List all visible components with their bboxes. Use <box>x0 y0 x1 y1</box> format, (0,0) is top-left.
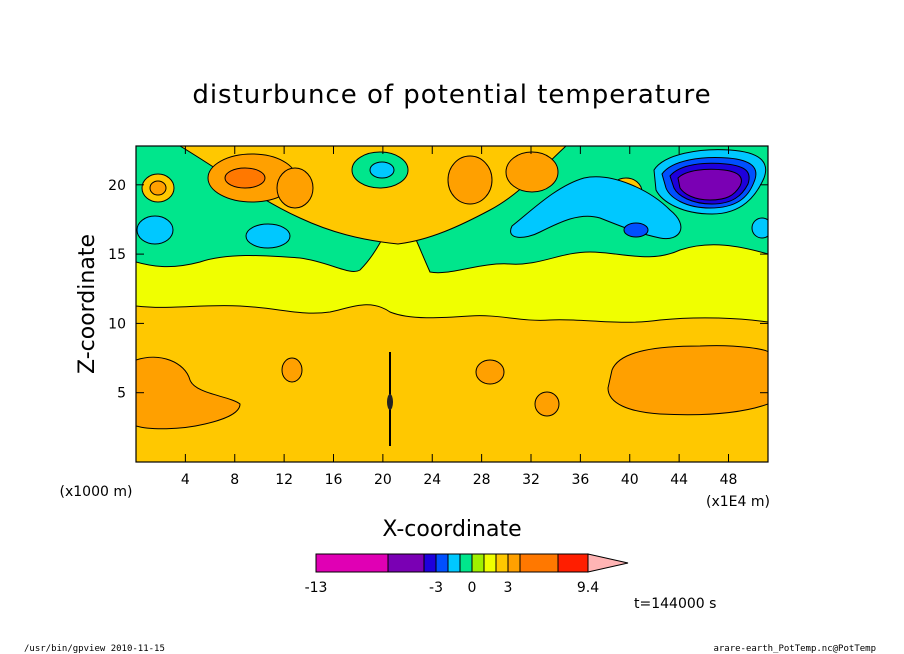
warm-pool <box>475 359 505 385</box>
warm-blob-core <box>224 167 266 189</box>
cold-core <box>677 168 742 201</box>
y-axis-label: Z-coordinate <box>75 234 100 374</box>
colorbar <box>315 553 629 573</box>
colorbar-labels: -13 -3 0 3 9.4 <box>305 580 600 596</box>
colorbar-segment <box>495 553 509 573</box>
footer-right: arare-earth_PotTemp.nc@PotTemp <box>713 644 876 654</box>
cool-blob-core <box>369 161 395 179</box>
x-tick-label: 28 <box>473 472 491 488</box>
cool-blob <box>751 217 768 239</box>
x-tick-label: 12 <box>275 472 293 488</box>
x-tick-label: 40 <box>621 472 639 488</box>
colorbar-segment <box>483 553 497 573</box>
central-updraft-core <box>387 394 393 410</box>
x-tick-label: 8 <box>230 472 239 488</box>
colorbar-label: 0 <box>468 580 477 596</box>
y-tick-label: 15 <box>108 247 126 263</box>
colorbar-segment <box>315 553 389 573</box>
colorbar-label: -3 <box>429 580 443 596</box>
colorbar-label: -13 <box>305 580 328 596</box>
contour-field <box>136 146 768 462</box>
time-label: t=144000 s <box>634 596 716 612</box>
plot-frame <box>135 145 769 463</box>
chart-title: disturbunce of potential temperature <box>192 80 711 110</box>
warm-pool <box>281 357 303 383</box>
x-scale-label: (x1E4 m) <box>706 494 770 510</box>
colorbar-segment <box>435 553 449 573</box>
colorbar-segment <box>447 553 461 573</box>
colorbar-segment <box>519 553 559 573</box>
warm-blob <box>447 155 493 205</box>
y-tick-label: 5 <box>117 386 126 402</box>
x-tick-label: 4 <box>181 472 190 488</box>
y-tick-label: 20 <box>108 178 126 194</box>
x-tick-label: 48 <box>720 472 738 488</box>
colorbar-segment <box>557 553 589 573</box>
x-tick-label: 36 <box>571 472 589 488</box>
x-axis-label: X-coordinate <box>382 517 521 542</box>
x-axis: 4 8 12 16 20 24 28 32 36 40 44 48 <box>181 146 738 488</box>
warm-pool-left <box>136 356 241 430</box>
cool-blob-core <box>623 222 649 238</box>
x-tick-label: 32 <box>522 472 540 488</box>
colorbar-label: 3 <box>504 580 513 596</box>
warm-blob <box>505 151 559 193</box>
cool-blob <box>136 215 174 245</box>
colorbar-segment <box>471 553 485 573</box>
colorbar-segment <box>459 553 473 573</box>
colorbar-segment <box>423 553 437 573</box>
footer-left: /usr/bin/gpview 2010-11-15 <box>24 644 165 654</box>
colorbar-segment <box>507 553 521 573</box>
colorbar-label: 9.4 <box>577 580 599 596</box>
warm-blob-core <box>149 180 167 196</box>
warm-blob <box>276 167 314 209</box>
y-tick-label: 10 <box>108 316 126 332</box>
colorbar-segment <box>387 553 425 573</box>
y-scale-label: (x1000 m) <box>60 484 133 500</box>
x-tick-label: 20 <box>374 472 392 488</box>
x-tick-label: 24 <box>423 472 441 488</box>
x-tick-label: 16 <box>325 472 343 488</box>
x-tick-label: 44 <box>670 472 688 488</box>
warm-pool-right <box>607 345 768 416</box>
warm-pool <box>534 391 560 417</box>
y-axis: 5 10 15 20 <box>108 178 768 402</box>
colorbar-arrow <box>587 553 629 573</box>
cool-blob <box>245 223 291 249</box>
